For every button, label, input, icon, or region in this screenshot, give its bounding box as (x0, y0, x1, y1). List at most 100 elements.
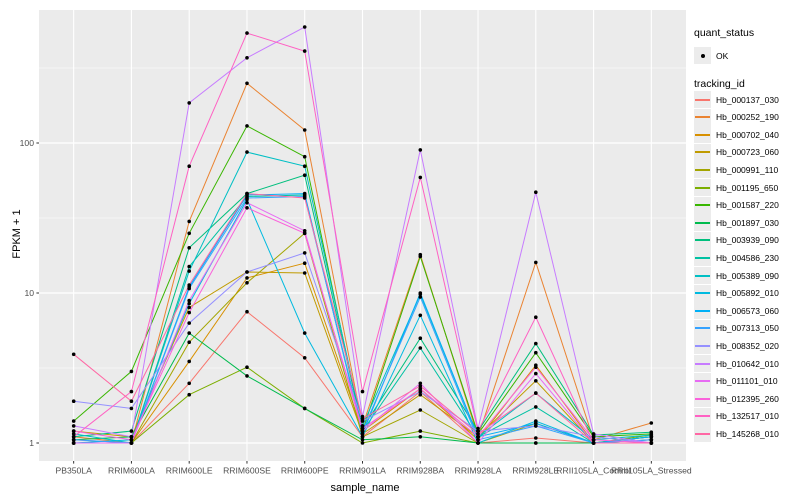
data-point (534, 260, 538, 265)
data-point (302, 251, 307, 255)
data-point (245, 270, 249, 274)
data-point (187, 246, 191, 250)
data-point (418, 408, 423, 412)
data-point (187, 164, 191, 168)
data-point (476, 432, 480, 436)
data-point (418, 389, 423, 394)
legend-panel: quant_status OK tracking_id Hb_000137_03… (692, 0, 800, 500)
data-point (187, 298, 191, 303)
legend-entry-Hb_005389_090: Hb_005389_090 (694, 267, 779, 284)
data-point (71, 424, 76, 428)
series-color-key-icon (694, 91, 711, 108)
legend-entry-label: Hb_005389_090 (716, 270, 779, 281)
data-point (302, 191, 307, 196)
data-point (187, 231, 191, 236)
data-point (245, 374, 249, 378)
series-color-key-icon (694, 407, 711, 425)
data-point (302, 128, 307, 132)
legend-entry-label: Hb_005892_010 (716, 288, 779, 299)
x-tick-label: RRIM928LA (455, 466, 502, 476)
data-point (71, 432, 76, 436)
data-point (649, 421, 654, 425)
data-point (129, 435, 134, 439)
x-tick-label: PB350LA (55, 466, 92, 476)
data-point (476, 438, 480, 442)
data-point (418, 346, 423, 350)
legend-entry-label: Hb_000137_030 (716, 94, 779, 105)
data-point (187, 283, 191, 287)
legend-entry-label: Hb_003939_090 (716, 235, 779, 246)
data-point (360, 424, 365, 428)
data-point (129, 438, 134, 442)
legend-entry-Hb_001897_030: Hb_001897_030 (694, 214, 779, 232)
x-tick-label: RRIM600LA (108, 466, 155, 476)
legend-entry-Hb_145268_010: Hb_145268_010 (694, 425, 779, 443)
series-color-key-icon (694, 179, 711, 196)
series-color-key-icon (694, 214, 711, 232)
data-point (245, 150, 249, 154)
data-point (360, 438, 365, 442)
data-point (129, 406, 134, 411)
data-point (187, 310, 191, 315)
data-point (302, 231, 307, 236)
data-point (418, 381, 423, 386)
legend-entry-label: Hb_012395_260 (716, 393, 779, 404)
data-point (129, 389, 134, 394)
data-point (187, 331, 191, 335)
legend-entry-quant-ok: OK (694, 47, 728, 64)
series-color-key-icon (694, 249, 711, 267)
data-point (476, 426, 480, 431)
series-color-key-icon (694, 319, 711, 337)
x-tick-label: RRIM600SE (223, 466, 271, 476)
legend-entry-Hb_012395_260: Hb_012395_260 (694, 390, 779, 408)
data-point (187, 269, 191, 273)
data-point (245, 200, 249, 205)
data-point (245, 124, 249, 128)
x-tick-label: RRIM600PE (281, 466, 329, 476)
series-color-key-icon (694, 390, 711, 408)
legend-entry-Hb_000991_110: Hb_000991_110 (694, 161, 778, 179)
data-point (187, 305, 191, 310)
data-point (649, 430, 654, 435)
legend-entry-label: Hb_000702_040 (716, 129, 779, 140)
y-tick-label: 10 (24, 288, 34, 298)
data-point (302, 356, 307, 360)
data-point (534, 424, 538, 428)
legend-entry-Hb_010642_010: Hb_010642_010 (694, 355, 779, 372)
series-color-key-icon (694, 161, 711, 179)
data-point (302, 154, 307, 159)
data-point (418, 148, 423, 152)
data-point (534, 379, 538, 383)
data-point (534, 371, 538, 376)
legend-entry-label: Hb_007313_050 (716, 323, 779, 334)
legend-entry-Hb_008352_020: Hb_008352_020 (694, 337, 779, 355)
data-point (71, 435, 76, 439)
data-point (360, 426, 365, 431)
data-point (534, 350, 538, 355)
data-point (418, 291, 423, 295)
data-point (360, 435, 365, 439)
legend-entry-label: Hb_132517_010 (716, 411, 779, 422)
data-point (418, 429, 423, 433)
legend-title-quant-status: quant_status (694, 27, 755, 39)
data-point (418, 384, 423, 388)
data-point (245, 276, 249, 280)
y-axis-title: FPKM + 1 (11, 209, 23, 259)
data-point (71, 438, 76, 442)
data-point (649, 441, 654, 445)
series-color-key-icon (694, 372, 711, 390)
data-point (245, 281, 249, 285)
data-point (187, 321, 191, 325)
data-point (245, 56, 249, 60)
legend-entry-Hb_000137_030: Hb_000137_030 (694, 91, 779, 108)
data-point (187, 359, 191, 364)
data-point (591, 432, 596, 436)
data-point (187, 264, 191, 269)
data-point (302, 173, 307, 177)
data-point (591, 435, 596, 439)
data-point (302, 164, 307, 168)
data-point (360, 432, 365, 436)
data-point (418, 392, 423, 397)
legend-entry-label: Hb_000723_060 (716, 147, 779, 158)
